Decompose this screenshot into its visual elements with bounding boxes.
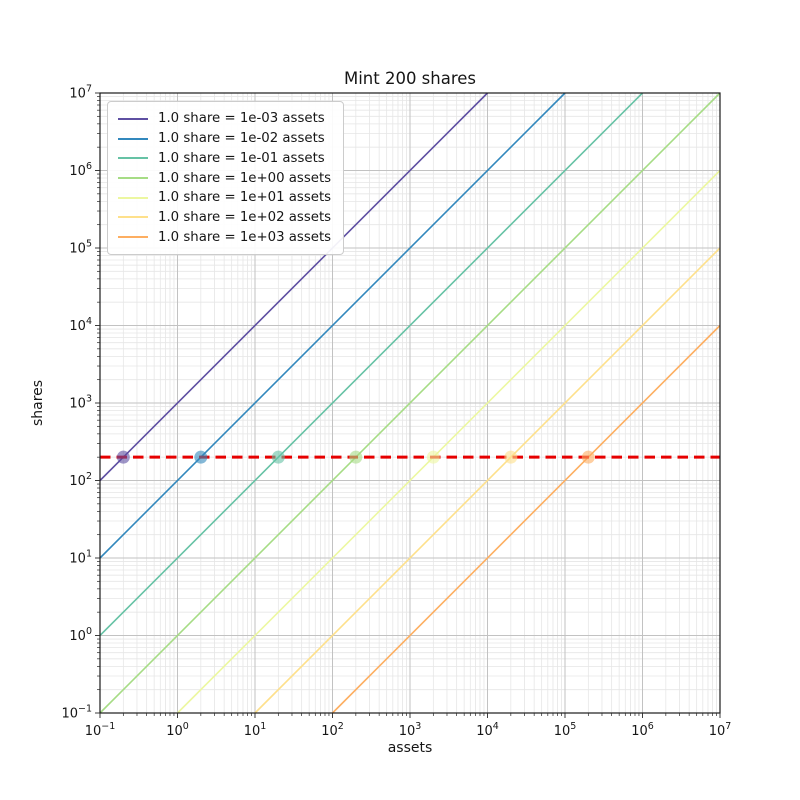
legend-label: 1.0 share = 1e+03 assets [158, 229, 332, 245]
legend-line-sample [118, 236, 148, 239]
major-ticks [95, 92, 721, 718]
legend-item: 1.0 share = 1e-02 assets [118, 129, 331, 149]
y-tick-label: 105 [69, 239, 92, 257]
legend-item: 1.0 share = 1e+00 assets [118, 168, 331, 188]
legend: 1.0 share = 1e-03 assets 1.0 share = 1e-0… [107, 101, 345, 255]
y-tick-label: 104 [69, 316, 92, 334]
y-tick-label: 106 [69, 161, 92, 179]
legend-label: 1.0 share = 1e-02 assets [158, 131, 325, 147]
mint-point-marker [194, 450, 208, 464]
legend-item: 1.0 share = 1e-01 assets [118, 148, 331, 168]
legend-label: 1.0 share = 1e+02 assets [158, 209, 332, 225]
legend-line-sample [118, 137, 148, 140]
mint-point-marker [116, 450, 130, 464]
y-tick-label: 107 [69, 84, 92, 102]
price-line [176, 169, 721, 714]
markers [116, 450, 595, 464]
legend-label: 1.0 share = 1e+00 assets [158, 170, 332, 186]
legend-item: 1.0 share = 1e+01 assets [118, 188, 331, 208]
price-line [99, 92, 489, 482]
price-line [254, 247, 721, 714]
legend-item: 1.0 share = 1e-03 assets [118, 109, 331, 129]
price-line [99, 92, 721, 714]
legend-label: 1.0 share = 1e-03 assets [158, 111, 325, 127]
legend-label: 1.0 share = 1e+01 assets [158, 190, 332, 206]
series-lines [99, 92, 721, 714]
legend-line-sample [118, 177, 148, 180]
y-tick-label: 103 [69, 394, 92, 412]
legend-label: 1.0 share = 1e-01 assets [158, 150, 325, 166]
price-line [331, 324, 721, 714]
y-tick-label: 102 [69, 471, 92, 489]
legend-item: 1.0 share = 1e+03 assets [118, 227, 331, 247]
y-tick-label: 10−1 [61, 704, 92, 722]
minor-ticks [97, 96, 717, 716]
mint-point-marker [349, 450, 363, 464]
legend-line-sample [118, 117, 148, 120]
x-tick-label: 105 [554, 721, 577, 739]
x-tick-label: 104 [476, 721, 499, 739]
legend-line-sample [118, 216, 148, 219]
x-tick-label: 106 [631, 721, 654, 739]
mint-point-marker [581, 450, 595, 464]
mint-point-marker [504, 450, 518, 464]
y-tick-label: 101 [69, 549, 92, 567]
x-tick-label: 107 [709, 721, 732, 739]
x-tick-label: 102 [321, 721, 344, 739]
chart-title: Mint 200 shares [344, 69, 476, 88]
y-axis-label: shares [30, 380, 46, 426]
y-tick-label: 100 [69, 626, 92, 644]
x-tick-label: 103 [399, 721, 422, 739]
x-tick-label: 10−1 [85, 721, 116, 739]
legend-line-sample [118, 157, 148, 160]
legend-item: 1.0 share = 1e+02 assets [118, 208, 331, 228]
price-line [99, 92, 566, 559]
price-line [99, 92, 644, 637]
mint-point-marker [426, 450, 440, 464]
x-tick-label: 101 [244, 721, 267, 739]
x-tick-label: 100 [166, 721, 189, 739]
x-axis-label: assets [388, 740, 433, 756]
legend-line-sample [118, 196, 148, 199]
mint-point-marker [271, 450, 285, 464]
